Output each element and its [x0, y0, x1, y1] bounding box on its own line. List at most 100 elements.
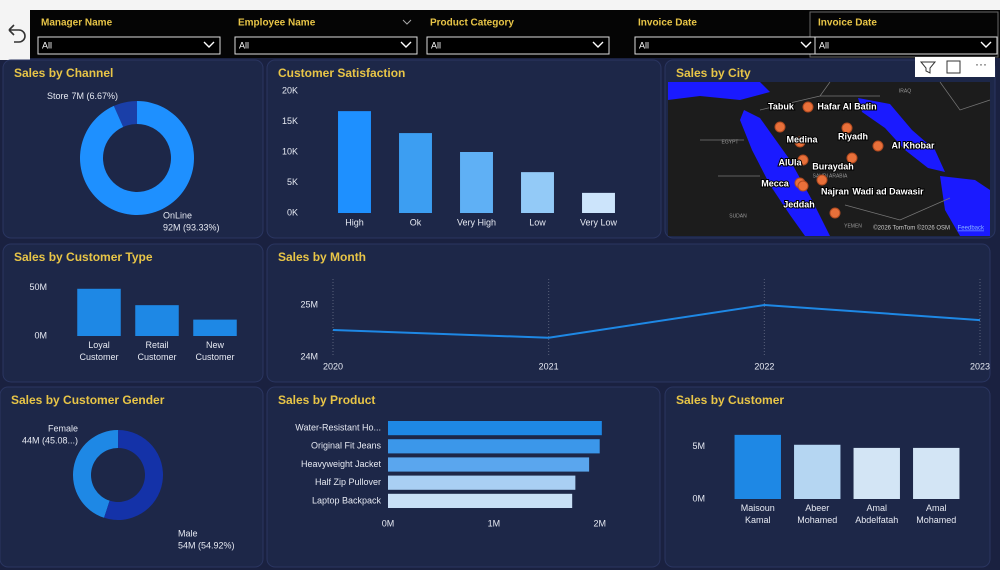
filter-value: All	[639, 40, 649, 50]
x-tick-label: Abeer Mohamed	[797, 503, 837, 525]
x-tick-label: Amal Mohamed	[916, 503, 956, 525]
filter-value: All	[42, 40, 52, 50]
x-tick-label: Retail Customer	[137, 340, 176, 362]
x-tick-label: 1M	[488, 518, 501, 528]
city-bubble	[774, 121, 786, 133]
city-bubble	[846, 152, 858, 164]
city-label: Tabuk	[768, 101, 795, 111]
city-bubble	[802, 101, 814, 113]
city-label: AlUla	[778, 157, 802, 167]
region-label: EGYPT	[722, 139, 739, 145]
back-button[interactable]	[8, 24, 26, 43]
slice-category: Male	[178, 528, 198, 538]
chevron	[592, 41, 604, 48]
more-icon[interactable]: ···	[975, 57, 987, 71]
donut-slice	[72, 430, 119, 518]
x-tick-label: 2021	[539, 361, 559, 371]
slice-value: 44M (45.08...)	[22, 435, 78, 445]
city-bubble	[872, 140, 884, 152]
bar	[521, 172, 554, 213]
x-tick-label: 0M	[382, 518, 395, 528]
x-tick-label: High	[345, 217, 364, 227]
slice-label: Store 7M (6.67%)	[47, 91, 118, 101]
slice-value: 7M (6.67%)	[72, 91, 119, 101]
chevron	[402, 19, 412, 25]
x-tick-label: Loyal Customer	[79, 340, 118, 362]
panel	[2, 243, 264, 383]
map-water	[668, 82, 770, 100]
filter-frame	[809, 11, 999, 58]
y-tick-label: 5M	[692, 441, 705, 451]
bar	[388, 439, 600, 454]
y-tick-label: 0M	[34, 330, 47, 340]
slice-value: 92M (93.33%)	[163, 222, 220, 232]
city-label: Hafar Al Batin	[817, 101, 876, 111]
chart-title: Sales by City	[676, 66, 751, 80]
city-label: Medina	[786, 134, 818, 144]
chart-title: Sales by Channel	[14, 66, 113, 80]
city-label: Buraydah	[812, 161, 854, 171]
y-tick-label: Half Zip Pullover	[315, 477, 381, 487]
slice-value: 54M (54.92%)	[178, 540, 235, 550]
map-attribution: ©2026 TomTom ©2026 OSM	[873, 225, 950, 232]
visual-header: ···	[915, 57, 995, 77]
map-water	[858, 98, 945, 172]
region-label: YEMEN	[844, 223, 862, 229]
region-label: IRAQ	[899, 88, 911, 94]
filter-dropdown[interactable]	[634, 36, 818, 55]
chevron	[400, 41, 412, 48]
city-label: Najran	[821, 186, 849, 196]
x-tick-label: 2M	[593, 518, 606, 528]
city-label: Jeddah	[783, 199, 815, 209]
chart-title: Sales by Month	[278, 250, 366, 264]
bar	[135, 305, 179, 336]
panel	[2, 59, 264, 239]
filter-value: All	[819, 40, 829, 50]
bar	[77, 288, 121, 336]
y-tick-label: 50M	[29, 282, 47, 292]
map-water	[940, 176, 990, 236]
filter-dropdown[interactable]	[234, 36, 418, 55]
y-tick-label: Heavyweight Jacket	[301, 459, 382, 469]
map-borders	[700, 81, 991, 221]
x-tick-label: Amal Abdelfatah	[855, 503, 898, 525]
slice-category: OnLine	[163, 210, 192, 220]
city-bubble	[797, 154, 809, 166]
y-tick-label: 20K	[282, 85, 298, 95]
bar	[460, 152, 493, 213]
filter-dropdown[interactable]	[814, 36, 998, 55]
x-tick-label: Maisoun Kamal	[741, 503, 775, 525]
bar	[853, 447, 900, 499]
x-tick-label: Low	[529, 217, 546, 227]
y-tick-label: 15K	[282, 116, 298, 126]
city-bubble	[841, 122, 853, 134]
x-tick-label: Ok	[410, 217, 422, 227]
city-bubble	[816, 174, 828, 186]
map-feedback[interactable]: Feedback	[958, 226, 985, 232]
y-tick-label: 0M	[692, 493, 705, 503]
bar	[193, 319, 237, 336]
focus-icon[interactable]	[946, 60, 961, 74]
filter-dropdown[interactable]	[426, 36, 610, 55]
filter-label: Invoice Date	[818, 18, 877, 29]
bar	[399, 133, 432, 213]
donut-slice	[79, 101, 194, 216]
y-tick-label: Water-Resistant Ho...	[295, 422, 381, 432]
x-tick-label: 2022	[754, 361, 774, 371]
chart-title: Sales by Customer Type	[14, 250, 153, 264]
donut-slice	[104, 430, 163, 520]
filter-value: All	[431, 40, 441, 50]
bar	[338, 111, 371, 213]
y-tick-label: Original Fit Jeans	[311, 441, 382, 451]
filter-icon[interactable]	[919, 61, 937, 74]
chart-title: Sales by Product	[278, 393, 375, 407]
region-label: SUDAN	[729, 213, 747, 219]
city-label: Wadi ad Dawasir	[852, 186, 924, 196]
filter-label: Manager Name	[41, 18, 113, 29]
bar	[388, 475, 576, 490]
y-tick-label: 5K	[287, 177, 298, 187]
bar	[388, 457, 590, 472]
filter-dropdown[interactable]	[37, 36, 221, 55]
x-tick-label: 2023	[970, 361, 990, 371]
